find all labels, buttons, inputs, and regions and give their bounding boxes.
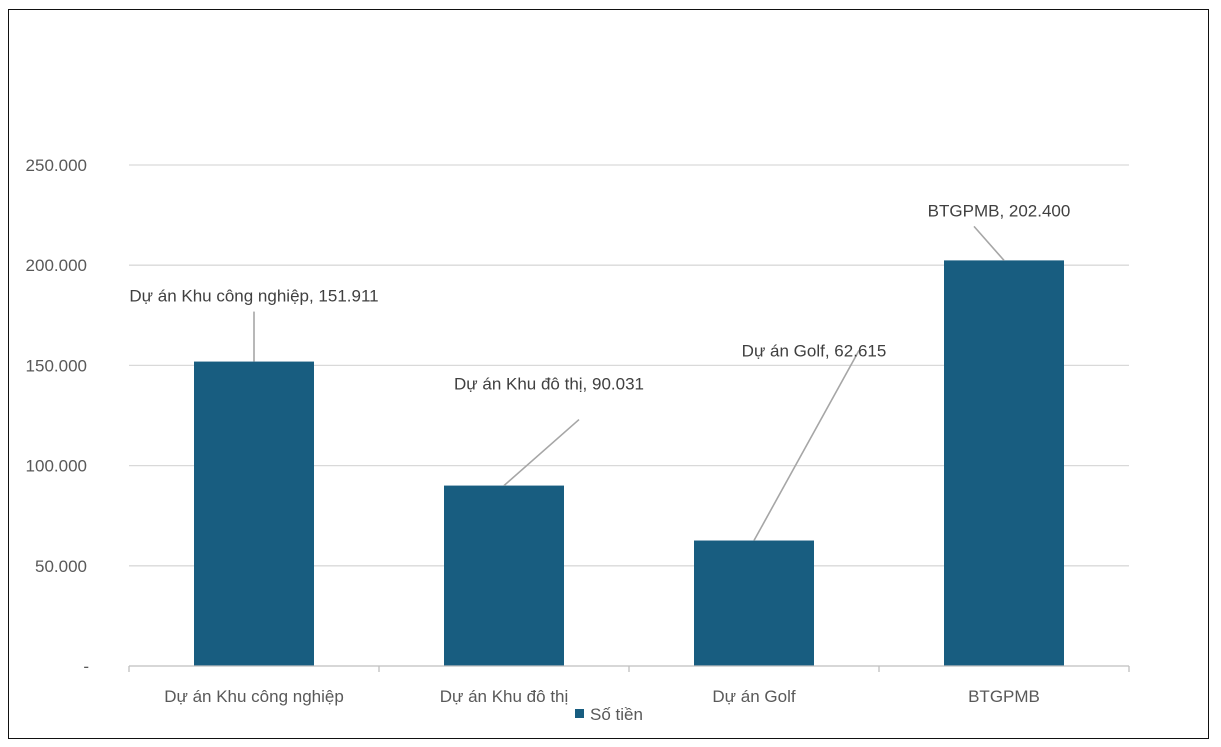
x-tick-label: BTGPMB xyxy=(968,687,1040,706)
x-tick-label: Dự án Golf xyxy=(712,687,795,706)
chart-frame: - 50.000 100.000 150.000 200.000 250.000 Dự á… xyxy=(8,9,1209,739)
leader-line xyxy=(503,418,580,487)
data-label: BTGPMB, 202.400 xyxy=(928,201,1071,220)
x-tick-label: Dự án Khu công nghiệp xyxy=(164,687,344,706)
y-tick-label: - xyxy=(83,657,89,676)
bar[interactable] xyxy=(694,540,814,666)
bar[interactable] xyxy=(944,260,1064,666)
bar[interactable] xyxy=(444,485,564,666)
legend: Số tiền xyxy=(575,705,643,724)
x-axis xyxy=(128,665,1130,672)
bar-chart: - 50.000 100.000 150.000 200.000 250.000 Dự á… xyxy=(26,156,1130,724)
x-tick-label: Dự án Khu đô thị xyxy=(440,687,569,706)
data-label: Dự án Khu đô thị, 90.031 xyxy=(454,375,644,394)
legend-swatch xyxy=(575,709,584,718)
data-labels: Dự án Khu công nghiệp, 151.911 Dự án Khu … xyxy=(129,201,1070,393)
x-tick-labels: Dự án Khu công nghiệp Dự án Khu đô thị Dự … xyxy=(164,687,1040,706)
legend-label: Số tiền xyxy=(590,705,643,724)
y-tick-label: 50.000 xyxy=(35,557,87,576)
data-label: Dự án Khu công nghiệp, 151.911 xyxy=(129,287,378,306)
leader-line xyxy=(753,350,860,541)
bar[interactable] xyxy=(194,361,314,666)
leader-line xyxy=(973,225,1005,261)
leader-lines xyxy=(253,225,1005,541)
y-tick-label: 200.000 xyxy=(26,256,87,275)
y-tick-label: 150.000 xyxy=(26,356,87,375)
bars xyxy=(194,260,1064,666)
data-label: Dự án Golf, 62.615 xyxy=(742,342,887,361)
y-tick-label: 250.000 xyxy=(26,156,87,175)
y-tick-labels: - 50.000 100.000 150.000 200.000 250.000 xyxy=(26,156,89,676)
y-tick-label: 100.000 xyxy=(26,457,87,476)
